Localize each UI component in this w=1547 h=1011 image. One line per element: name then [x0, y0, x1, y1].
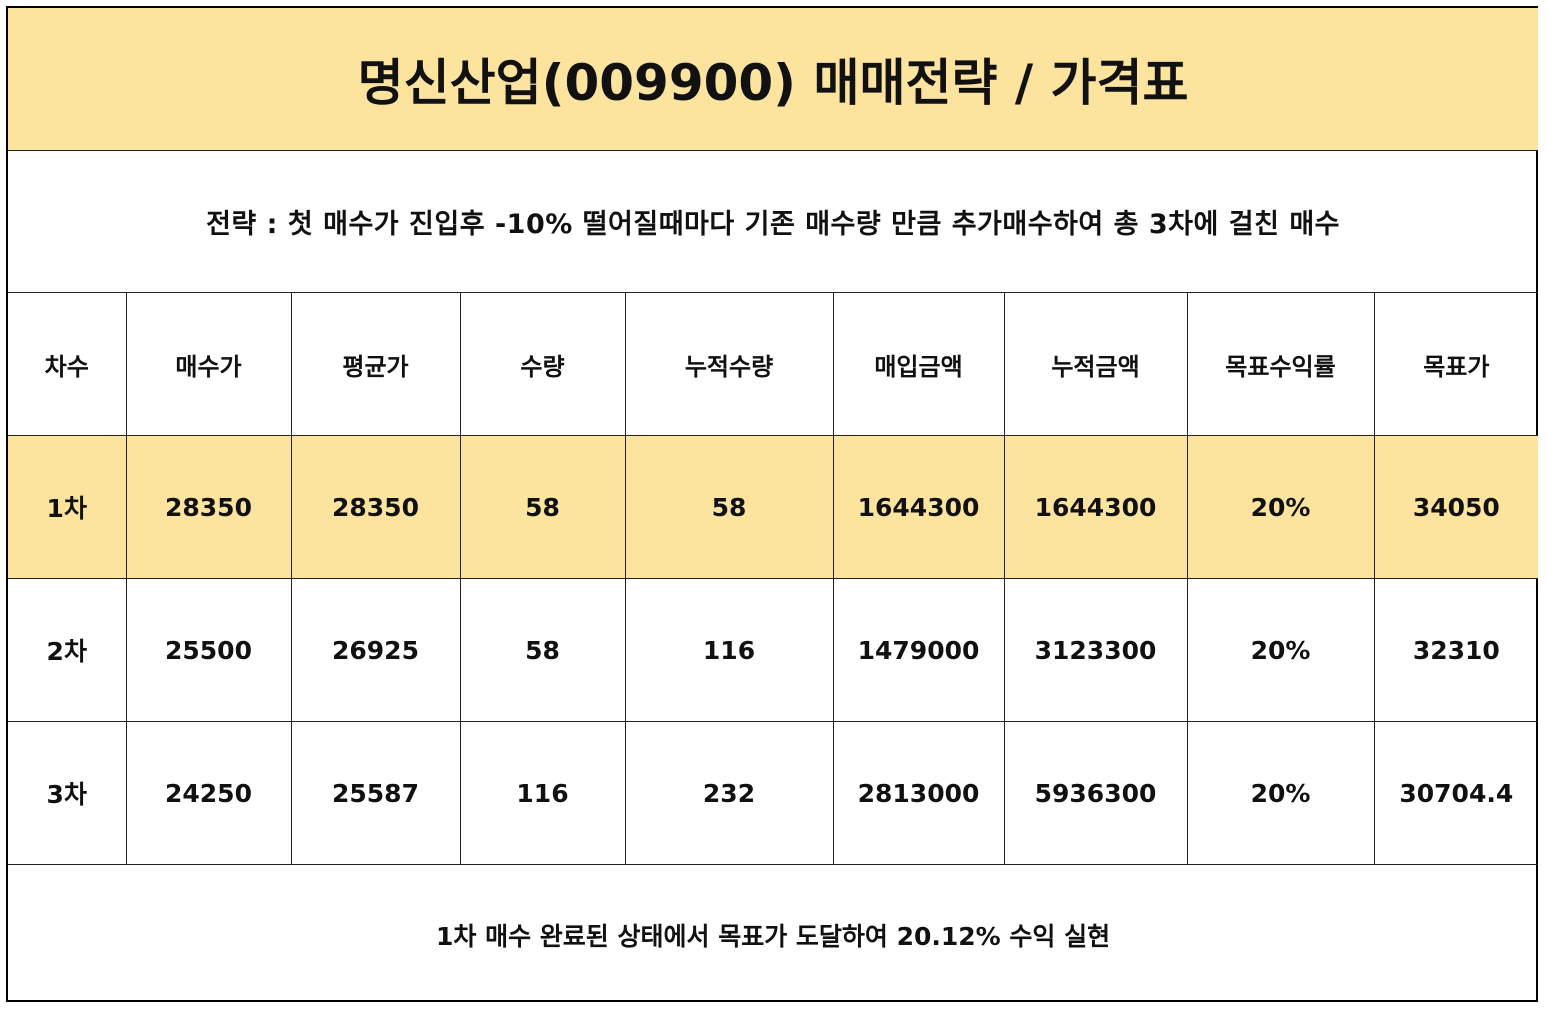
- header-cell-round: 차수: [8, 292, 127, 436]
- table-row: 3차 24250 25587 116 232 2813000 5936300 2…: [8, 721, 1539, 865]
- cell-buy-price: 28350: [125, 435, 292, 579]
- header-cell-cumulative-amount: 누적금액: [1003, 292, 1188, 436]
- cell-average-price: 25587: [290, 721, 461, 865]
- strategy-row: 전략 : 첫 매수가 진입후 -10% 떨어질때마다 기존 매수량 만큼 추가매…: [8, 150, 1539, 293]
- cell-target-return: 20%: [1186, 435, 1375, 579]
- cell-cumulative-amount: 1644300: [1003, 435, 1188, 579]
- page-title: 명신산업(009900) 매매전략 / 가격표: [8, 8, 1539, 151]
- cell-cumulative-quantity: 232: [624, 721, 834, 865]
- cell-round: 3차: [8, 721, 127, 865]
- cell-buy-price: 24250: [125, 721, 292, 865]
- header-cell-cumulative-quantity: 누적수량: [624, 292, 834, 436]
- price-table-sheet: 명신산업(009900) 매매전략 / 가격표 전략 : 첫 매수가 진입후 -…: [6, 6, 1539, 1005]
- strategy-text: 전략 : 첫 매수가 진입후 -10% 떨어질때마다 기존 매수량 만큼 추가매…: [8, 150, 1539, 293]
- cell-average-price: 26925: [290, 578, 461, 722]
- cell-quantity: 58: [459, 435, 626, 579]
- header-cell-average-price: 평균가: [290, 292, 461, 436]
- cell-buy-price: 25500: [125, 578, 292, 722]
- cell-cumulative-quantity: 58: [624, 435, 834, 579]
- cell-cumulative-amount: 5936300: [1003, 721, 1188, 865]
- title-row: 명신산업(009900) 매매전략 / 가격표: [8, 8, 1539, 151]
- cell-purchase-amount: 1479000: [832, 578, 1005, 722]
- cell-round: 1차: [8, 435, 127, 579]
- cell-target-return: 20%: [1186, 721, 1375, 865]
- cell-quantity: 58: [459, 578, 626, 722]
- header-cell-target-price: 목표가: [1373, 292, 1539, 436]
- footer-note: 1차 매수 완료된 상태에서 목표가 도달하여 20.12% 수익 실현: [8, 864, 1539, 1005]
- cell-quantity: 116: [459, 721, 626, 865]
- cell-purchase-amount: 1644300: [832, 435, 1005, 579]
- strategy-table: 명신산업(009900) 매매전략 / 가격표 전략 : 첫 매수가 진입후 -…: [8, 8, 1539, 1005]
- cell-cumulative-amount: 3123300: [1003, 578, 1188, 722]
- cell-round: 2차: [8, 578, 127, 722]
- header-cell-buy-price: 매수가: [125, 292, 292, 436]
- table-row: 1차 28350 28350 58 58 1644300 1644300 20%…: [8, 435, 1539, 579]
- header-cell-quantity: 수량: [459, 292, 626, 436]
- cell-cumulative-quantity: 116: [624, 578, 834, 722]
- header-cell-purchase-amount: 매입금액: [832, 292, 1005, 436]
- cell-purchase-amount: 2813000: [832, 721, 1005, 865]
- cell-average-price: 28350: [290, 435, 461, 579]
- cell-target-price: 30704.4: [1373, 721, 1539, 865]
- cell-target-price: 34050: [1373, 435, 1539, 579]
- table-header-row: 차수 매수가 평균가 수량 누적수량 매입금액 누적금액 목표수익률 목표가: [8, 292, 1539, 436]
- table-row: 2차 25500 26925 58 116 1479000 3123300 20…: [8, 578, 1539, 722]
- footer-row: 1차 매수 완료된 상태에서 목표가 도달하여 20.12% 수익 실현: [8, 864, 1539, 1005]
- cell-target-return: 20%: [1186, 578, 1375, 722]
- header-cell-target-return: 목표수익률: [1186, 292, 1375, 436]
- cell-target-price: 32310: [1373, 578, 1539, 722]
